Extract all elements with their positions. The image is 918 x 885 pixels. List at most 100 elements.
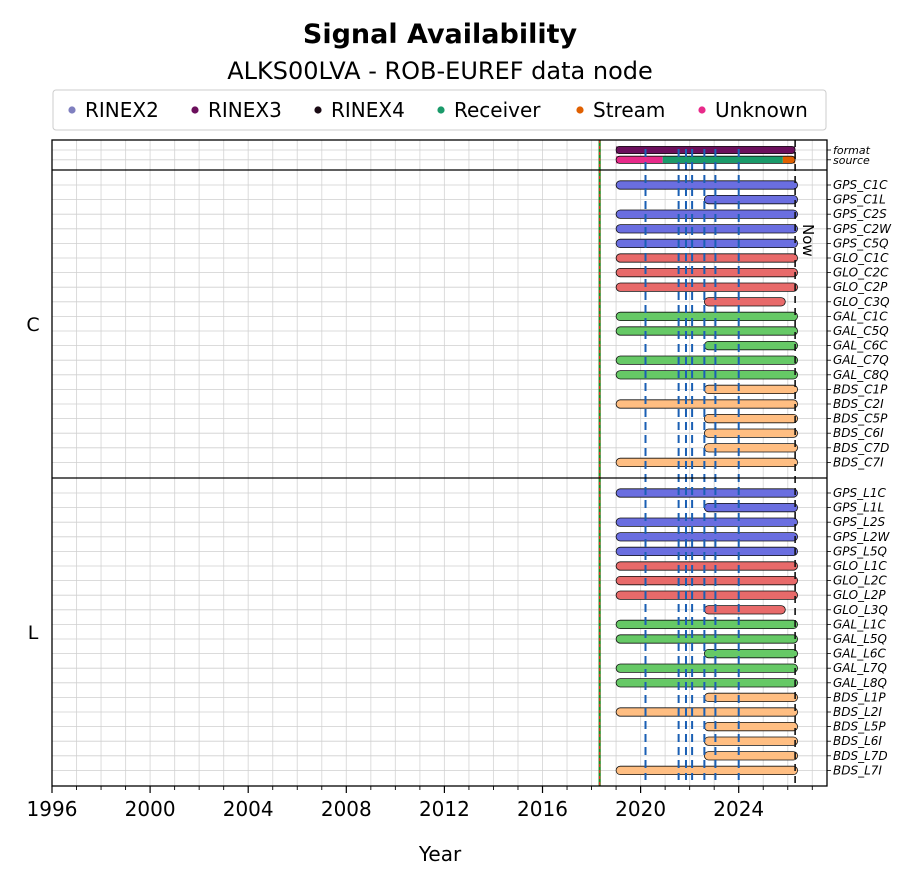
signal-label: GLO_C1C: [833, 251, 889, 265]
signal-bar: [615, 663, 798, 673]
signal-bar: [615, 590, 798, 600]
signal-label: GAL_C5Q: [833, 324, 889, 338]
meta-segment: [782, 156, 796, 164]
plot-frame: [51, 139, 828, 787]
signal-label: GPS_L1L: [833, 501, 884, 515]
signal-bar: [703, 443, 798, 453]
x-tick-label: 2024: [713, 797, 764, 821]
signal-label: BDS_L7D: [833, 749, 888, 763]
signal-bar: [615, 311, 798, 322]
signal-bar: [615, 457, 798, 468]
signal-bar: [615, 180, 798, 190]
signal-label: BDS_C7I: [833, 455, 884, 469]
legend-marker: [191, 106, 199, 114]
signal-bar: [615, 224, 798, 234]
signal-label: GLO_C3Q: [833, 295, 890, 309]
signal-bar: [615, 238, 798, 248]
meta-segment: [616, 146, 796, 154]
signal-label: GLO_C2C: [833, 266, 889, 280]
group-label: L: [28, 622, 39, 644]
signal-label: GPS_C1L: [833, 193, 886, 207]
legend: RINEX2 RINEX3 RINEX4 Receiver Stream Unknown: [52, 89, 827, 131]
signal-bar: [615, 253, 798, 263]
x-tick-label: 2004: [223, 797, 274, 821]
legend-marker: [314, 106, 322, 114]
x-tick-label: 2012: [419, 797, 470, 821]
legend-entry: RINEX4: [331, 98, 405, 122]
signal-label: BDS_L6I: [833, 734, 882, 748]
x-tick-label: 2008: [321, 797, 372, 821]
x-tick-label: 1996: [27, 797, 78, 821]
signal-label: GLO_L1C: [833, 559, 887, 573]
signal-bar: [703, 384, 798, 395]
signal-bar: [615, 282, 798, 292]
now-label: Now: [799, 224, 817, 257]
signal-label: GPS_C5Q: [833, 236, 889, 250]
signal-bar: [703, 428, 798, 438]
signal-bar: [615, 399, 798, 409]
signal-bar: [615, 209, 798, 219]
signal-label: source: [833, 154, 870, 167]
plot-area: NowformatsourceGPS_C1CGPS_C1LGPS_C2SGPS_…: [26, 139, 892, 821]
x-tick-label: 2016: [517, 797, 568, 821]
legend-entry: Stream: [593, 98, 665, 122]
signal-bar: [703, 751, 798, 761]
legend-marker: [68, 106, 76, 114]
signal-bar: [615, 634, 798, 644]
meta-segment: [662, 156, 783, 164]
x-axis-label: Year: [418, 842, 462, 866]
signal-label: GAL_C6C: [833, 339, 888, 353]
signal-bar: [615, 707, 798, 717]
signal-label: GLO_C2P: [833, 280, 888, 294]
signal-bar: [703, 605, 786, 615]
meta-bar-outline: [615, 145, 796, 154]
signal-bar: [703, 194, 798, 205]
chart-title: Signal Availability: [303, 19, 578, 50]
signal-bar: [615, 678, 798, 688]
signal-bar: [615, 355, 798, 365]
signal-bar: [703, 502, 798, 513]
signal-bar: [703, 413, 798, 424]
signal-label: GAL_C7Q: [833, 353, 889, 367]
signal-label: GPS_L1C: [833, 486, 886, 500]
signal-label: GAL_L5Q: [833, 632, 887, 646]
signal-label: BDS_C2I: [833, 397, 884, 411]
x-tick-label: 2000: [125, 797, 176, 821]
signal-label: GPS_L2W: [833, 530, 890, 544]
legend-entry: Unknown: [715, 98, 808, 122]
signal-bar: [703, 722, 798, 732]
signal-label: GPS_C2S: [833, 207, 887, 221]
meta-bar-outline: [615, 155, 796, 164]
meta-segment: [616, 156, 663, 164]
signal-label: GPS_L5Q: [833, 544, 887, 558]
group-label: C: [26, 314, 39, 336]
signal-bar: [703, 692, 798, 703]
signal-bar: [703, 340, 798, 351]
signal-bar: [703, 297, 786, 307]
x-tick-label: 2020: [615, 797, 666, 821]
signal-bar: [615, 326, 798, 336]
signal-label: GPS_C1C: [833, 178, 888, 192]
signal-label: BDS_L5P: [833, 720, 886, 734]
signal-label: GAL_L8Q: [833, 676, 887, 690]
legend-entry: Receiver: [454, 98, 541, 122]
signal-bar: [703, 649, 798, 659]
signal-label: GAL_L1C: [833, 617, 887, 631]
signal-label: BDS_C5P: [833, 412, 888, 426]
signal-bar: [615, 267, 798, 278]
signal-label: BDS_L1P: [833, 690, 886, 704]
signal-label: GAL_L6C: [833, 647, 887, 661]
signal-label: BDS_L7I: [833, 763, 882, 777]
signal-label: BDS_C7D: [833, 441, 889, 455]
signal-label: BDS_L2I: [833, 705, 882, 719]
signal-label: GAL_L7Q: [833, 661, 887, 675]
signal-bar: [615, 765, 798, 776]
signal-label: BDS_C1P: [833, 382, 888, 396]
signal-label: GPS_L2S: [833, 515, 885, 529]
signal-label: BDS_C6I: [833, 426, 884, 440]
signal-label: GAL_C8Q: [833, 368, 889, 382]
signal-bar: [615, 546, 798, 557]
legend-marker: [698, 106, 706, 114]
signal-label: GPS_C2W: [833, 222, 892, 236]
signal-label: GLO_L2C: [833, 574, 887, 588]
